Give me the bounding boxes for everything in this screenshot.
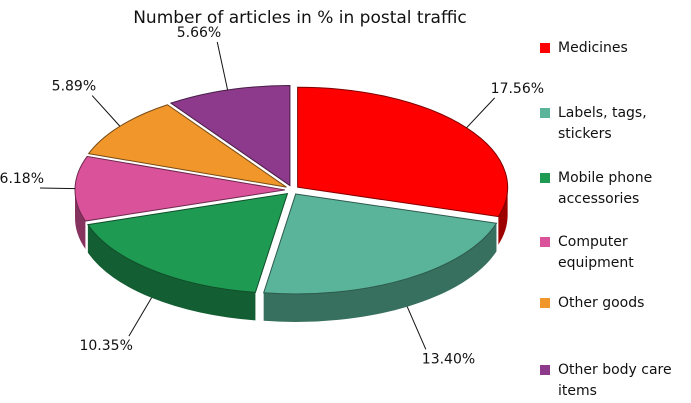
slice	[297, 86, 509, 218]
legend-item: Medicines	[540, 38, 690, 59]
legend-label: Other body care items	[558, 362, 672, 399]
slice-side	[498, 187, 508, 245]
legend-swatch	[540, 173, 550, 183]
legend-label: Other goods	[558, 295, 645, 311]
legend-item: Labels, tags, stickers	[540, 103, 690, 145]
legend-item: Other body care items	[540, 360, 690, 402]
legend-label: Computer equipment	[558, 234, 634, 271]
leader-line	[128, 297, 152, 337]
leader-line	[216, 41, 229, 91]
legend-item: Computer equipment	[540, 232, 690, 274]
legend-label: Medicines	[558, 40, 628, 56]
data-label: 5.66%	[177, 25, 221, 41]
legend-label: Labels, tags, stickers	[558, 105, 647, 142]
slice	[87, 192, 289, 293]
legend-swatch	[540, 298, 550, 308]
legend-swatch	[540, 237, 550, 247]
slice	[169, 85, 291, 187]
legend-label: Mobile phone accessories	[558, 170, 653, 207]
legend-swatch	[540, 43, 550, 53]
leader-line	[91, 95, 121, 127]
slice-side	[87, 224, 256, 321]
data-label: 6.18%	[0, 171, 44, 187]
leader-line	[40, 187, 76, 190]
data-label: 17.56%	[491, 81, 544, 97]
data-label: 13.40%	[422, 351, 475, 367]
slice-side	[75, 189, 86, 250]
slice	[87, 104, 287, 188]
slice-side	[263, 223, 497, 322]
legend-swatch	[540, 108, 550, 118]
chart-title: Number of articles in % in postal traffi…	[133, 8, 467, 28]
leader-line	[466, 97, 496, 129]
slice	[262, 193, 498, 295]
leader-line	[406, 306, 427, 350]
legend-item: Other goods	[540, 293, 690, 314]
data-label: 10.35%	[79, 338, 132, 354]
data-label: 5.89%	[52, 79, 96, 95]
legend-item: Mobile phone accessories	[540, 168, 690, 210]
legend-swatch	[540, 365, 550, 375]
